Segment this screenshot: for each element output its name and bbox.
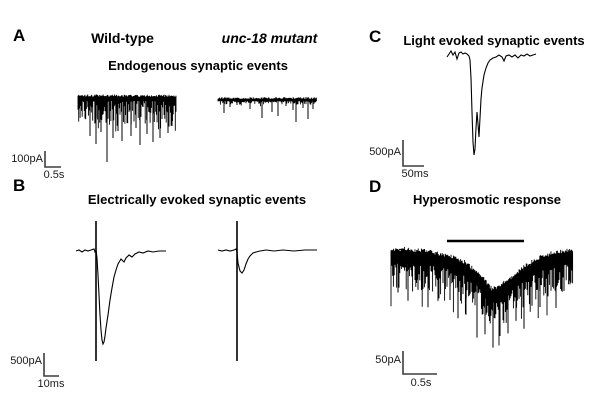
panel-d-label: D [369,177,382,196]
panel-c-amplitude-scale-label: 500pA [369,146,401,158]
panel-a-amplitude-scale-label: 100pA [11,153,43,165]
panel-d-amplitude-scale-label: 50pA [375,354,401,366]
panel-b-amplitude-scale-label: 500pA [10,355,42,367]
panel-c-time-scale-label: 50ms [401,168,429,180]
panel-a-title: Endogenous synaptic events [108,58,288,73]
panel-d-title: Hyperosmotic response [412,192,562,207]
panel-c-label: C [369,27,382,46]
panel-b-label: B [13,176,26,195]
panel-a-time-scale-label: 0.5s [43,169,65,181]
panel-b-time-scale-label: 10ms [37,378,65,390]
panel-c-title: Light evoked synaptic events [403,33,585,48]
wild-type-header: Wild-type [91,30,154,46]
panel-d-time-scale-label: 0.5s [410,377,432,389]
panel-b-title: Electrically evoked synaptic events [87,192,307,207]
panel-a-label: A [13,26,26,45]
unc18-mutant-header: unc-18 mutant [221,30,318,46]
